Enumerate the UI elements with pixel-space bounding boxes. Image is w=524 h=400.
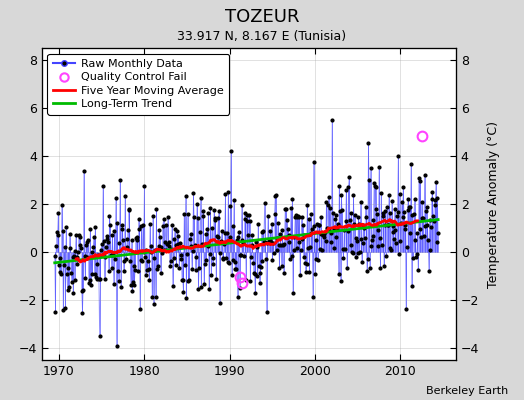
Text: Berkeley Earth: Berkeley Earth (426, 386, 508, 396)
Legend: Raw Monthly Data, Quality Control Fail, Five Year Moving Average, Long-Term Tren: Raw Monthly Data, Quality Control Fail, … (48, 54, 229, 115)
Y-axis label: Temperature Anomaly (°C): Temperature Anomaly (°C) (487, 120, 500, 288)
Text: 33.917 N, 8.167 E (Tunisia): 33.917 N, 8.167 E (Tunisia) (178, 30, 346, 43)
Text: TOZEUR: TOZEUR (225, 8, 299, 26)
